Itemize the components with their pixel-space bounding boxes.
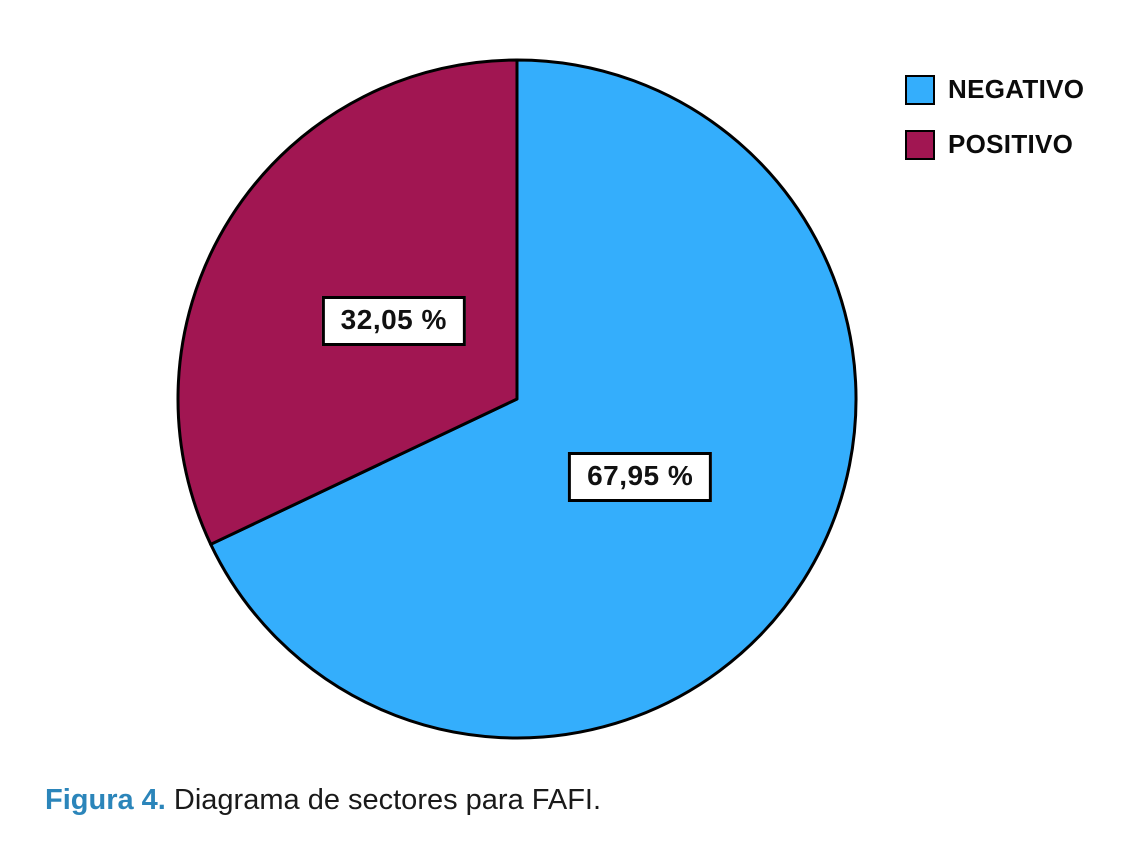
pie-slice-negativo (209, 58, 858, 740)
legend: NEGATIVO POSITIVO (905, 74, 1084, 160)
pie-chart: 67,95 % 32,05 % (172, 54, 862, 744)
legend-label-positivo: POSITIVO (948, 129, 1074, 159)
figure-caption-number: Figura 4. (45, 784, 166, 816)
figure-caption-text: Diagrama de sectores para FAFI. (165, 784, 602, 816)
pie-svg (176, 58, 858, 740)
legend-swatch-positivo (905, 129, 935, 160)
figure-caption: Figura 4. Diagrama de sectores para FAFI… (45, 784, 601, 817)
legend-item-positivo: POSITIVO (905, 129, 1084, 160)
slice-label-positivo: 32,05 % (321, 296, 466, 347)
legend-label-negativo: NEGATIVO (948, 74, 1085, 104)
legend-item-negativo: NEGATIVO (905, 74, 1084, 105)
slice-label-negativo: 67,95 % (568, 451, 713, 502)
legend-swatch-negativo (905, 74, 935, 105)
